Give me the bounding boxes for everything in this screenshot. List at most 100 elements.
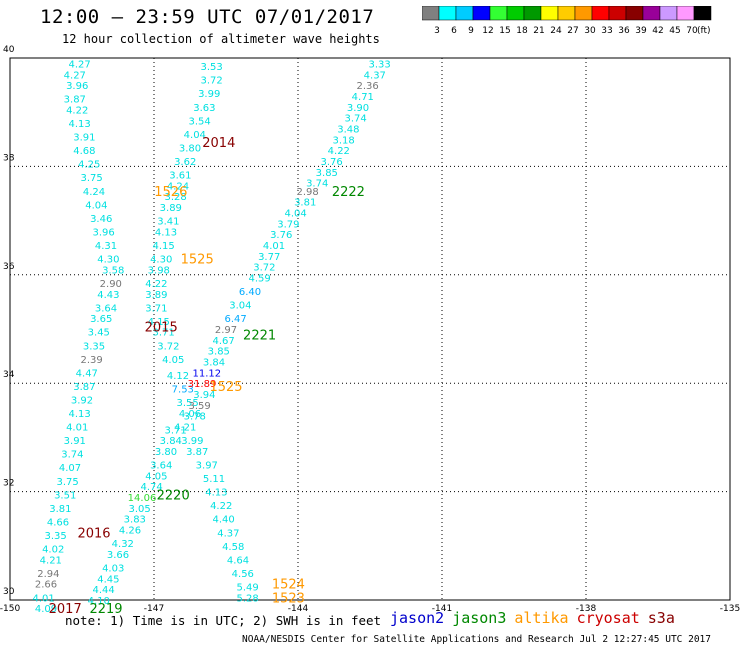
credit-text: NOAA/NESDIS Center for Satellite Applica…: [242, 634, 711, 645]
colorbar-tick-label: 39: [635, 26, 647, 36]
wave-height-label: 3.64: [150, 461, 172, 472]
x-tick-label: -135: [720, 604, 740, 614]
wave-height-label: 3.99: [181, 436, 203, 447]
wave-height-label: 3.94: [193, 390, 215, 401]
chart-subtitle: 12 hour collection of altimeter wave hei…: [62, 32, 380, 46]
wave-height-label: 3.05: [128, 504, 150, 515]
wave-height-label: 4.05: [162, 355, 184, 366]
wave-height-label: 5.49: [236, 582, 258, 593]
wave-height-label: 3.83: [124, 515, 146, 526]
colorbar-tick-label: 18: [516, 26, 528, 36]
wave-height-label: 3.96: [66, 81, 88, 92]
wave-height-label: 3.84: [203, 358, 225, 369]
colorbar-swatch: [693, 6, 712, 21]
wave-height-label: 3.80: [179, 143, 201, 154]
wave-height-label: 3.78: [184, 412, 206, 423]
wave-height-label: 3.75: [80, 173, 102, 184]
wave-height-label: 3.71: [152, 328, 174, 339]
wave-height-label: 4.03: [102, 563, 124, 574]
colorbar-tick-label: 24: [550, 26, 562, 36]
colorbar-tick-label: 36: [618, 26, 630, 36]
wave-height-label: 3.51: [54, 490, 76, 501]
wave-height-label: 4.30: [97, 255, 119, 266]
wave-height-label: 4.27: [64, 70, 86, 81]
wave-height-label: 3.87: [64, 95, 86, 106]
wave-height-label: 3.76: [270, 230, 292, 241]
pass-time-label: 1524: [272, 578, 305, 593]
colorbar-tick-label: 9: [468, 26, 474, 36]
wave-height-label: 11.12: [192, 368, 221, 379]
note-text: note: 1) Time is in UTC; 2) SWH is in fe…: [65, 613, 382, 628]
wave-height-label: 3.63: [193, 103, 215, 114]
wave-height-label: 3.55: [176, 398, 198, 409]
pass-time-label: 2016: [77, 526, 110, 541]
colorbar-tick-label: 27: [567, 26, 578, 36]
pass-time-label: 2017: [49, 602, 82, 617]
wave-height-label: 2.90: [100, 279, 122, 290]
wave-height-label: 4.13: [205, 488, 227, 499]
wave-height-label: 3.90: [347, 103, 369, 114]
wave-height-label: 4.44: [92, 585, 114, 596]
y-tick-label: 30: [3, 587, 15, 597]
wave-height-label: 4.32: [112, 539, 134, 550]
wave-height-label: 4.68: [73, 146, 95, 157]
wave-height-label: 4.04: [184, 130, 206, 141]
wave-height-label: 3.91: [64, 436, 86, 447]
colorbar-tick-label: 21: [533, 26, 544, 36]
wave-height-label: 3.59: [188, 401, 210, 412]
wave-height-label: 2.97: [215, 325, 237, 336]
wave-height-label: 2.36: [356, 81, 378, 92]
wave-height-label: 4.47: [76, 368, 98, 379]
wave-height-label: 4.12: [167, 371, 189, 382]
wave-height-label: 3.46: [90, 214, 112, 225]
pass-time-label: 1523: [272, 591, 305, 606]
wave-height-label: 3.41: [157, 217, 179, 228]
wave-height-label: 4.15: [148, 317, 170, 328]
colorbar-unit: (ft): [697, 26, 711, 36]
wave-height-label: 3.87: [73, 382, 95, 393]
colorbar-tick-label: 6: [451, 26, 457, 36]
wave-height-label: 3.89: [145, 290, 167, 301]
wave-height-label: 4.06: [179, 409, 201, 420]
wave-height-label: 4.40: [212, 515, 234, 526]
wave-height-label: 3.87: [186, 447, 208, 458]
pass-time-label: 2222: [332, 185, 365, 200]
wave-height-label: 3.72: [200, 76, 222, 87]
x-tick-label: -144: [288, 604, 309, 614]
pass-time-label: 2221: [243, 328, 276, 343]
wave-height-label: 31.89: [188, 379, 217, 390]
wave-height-label: 4.58: [222, 542, 244, 553]
wave-height-label: 4.43: [97, 290, 119, 301]
wave-height-label: 4.10: [88, 596, 110, 607]
colorbar-tick-label: 3: [434, 26, 440, 36]
wave-height-label: 4.01: [32, 593, 54, 604]
y-tick-label: 32: [3, 479, 14, 489]
colorbar-tick-label: 42: [652, 26, 663, 36]
plot-frame: [9, 57, 731, 601]
satellite-legend-s3a: s3a: [647, 609, 675, 627]
wave-height-label: 4.22: [210, 501, 232, 512]
wave-height-label: 5.28: [236, 593, 258, 604]
wave-height-label: 3.58: [102, 265, 124, 276]
wave-height-label: 3.81: [49, 504, 71, 515]
colorbar: 3 6 9 12 15 18 21 24 27 30 33 36 39 42 45 70 (ft): [422, 6, 712, 36]
wave-height-label: 4.22: [66, 105, 88, 116]
wave-height-label: 3.85: [208, 347, 230, 358]
pass-time-label: 1525: [181, 253, 214, 268]
wave-height-label: 3.45: [88, 328, 110, 339]
wave-height-label: 3.71: [164, 425, 186, 436]
wave-height-label: 3.61: [169, 171, 191, 182]
wave-height-label: 4.05: [145, 471, 167, 482]
wave-height-label: 3.53: [200, 62, 222, 73]
wave-height-label: 3.79: [277, 219, 299, 230]
wave-height-label: 7.53: [172, 385, 194, 396]
wave-height-label: 3.35: [44, 531, 66, 542]
wave-height-label: 3.54: [188, 116, 210, 127]
wave-height-label: 4.21: [40, 555, 62, 566]
wave-height-label: 3.18: [332, 135, 354, 146]
wave-height-label: 3.77: [258, 252, 280, 263]
wave-height-label: 3.74: [344, 114, 366, 125]
wave-height-label: 4.22: [145, 279, 167, 290]
wave-height-label: 4.09: [35, 604, 57, 615]
